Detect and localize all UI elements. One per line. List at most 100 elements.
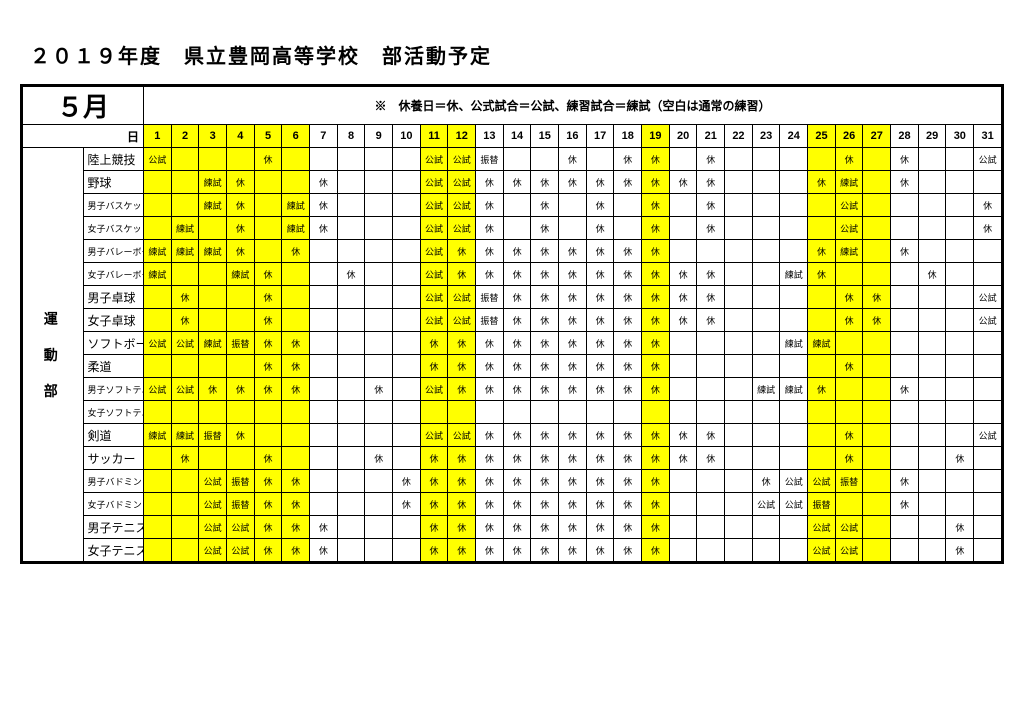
club-name: 男子ソフトテニス bbox=[83, 378, 144, 401]
schedule-cell: 公試 bbox=[448, 424, 476, 447]
schedule-cell: 休 bbox=[559, 332, 587, 355]
schedule-cell bbox=[337, 378, 365, 401]
schedule-cell: 休 bbox=[918, 263, 946, 286]
schedule-cell: 休 bbox=[531, 447, 559, 470]
schedule-cell bbox=[974, 332, 1002, 355]
schedule-cell bbox=[337, 401, 365, 424]
schedule-cell bbox=[199, 286, 227, 309]
schedule-cell: 練試 bbox=[227, 263, 255, 286]
schedule-cell bbox=[365, 148, 393, 171]
schedule-cell bbox=[752, 148, 780, 171]
schedule-cell bbox=[669, 355, 697, 378]
schedule-cell bbox=[144, 447, 172, 470]
schedule-cell: 休 bbox=[282, 539, 310, 562]
schedule-cell: 公試 bbox=[420, 217, 448, 240]
schedule-cell: 休 bbox=[393, 493, 421, 516]
schedule-cell bbox=[974, 240, 1002, 263]
schedule-cell bbox=[199, 217, 227, 240]
schedule-cell: 休 bbox=[614, 171, 642, 194]
day-header: 3 bbox=[199, 125, 227, 148]
schedule-cell: 休 bbox=[614, 470, 642, 493]
schedule-cell bbox=[974, 355, 1002, 378]
schedule-cell: 休 bbox=[586, 470, 614, 493]
schedule-cell: 公試 bbox=[144, 332, 172, 355]
schedule-cell bbox=[891, 332, 919, 355]
schedule-cell bbox=[144, 539, 172, 562]
schedule-cell: 休 bbox=[227, 171, 255, 194]
schedule-cell: 休 bbox=[171, 447, 199, 470]
schedule-cell bbox=[697, 355, 725, 378]
schedule-cell bbox=[337, 539, 365, 562]
schedule-cell bbox=[448, 401, 476, 424]
schedule-cell bbox=[393, 332, 421, 355]
schedule-cell: 休 bbox=[697, 286, 725, 309]
schedule-cell: 公試 bbox=[227, 516, 255, 539]
day-header: 20 bbox=[669, 125, 697, 148]
schedule-cell: 休 bbox=[531, 263, 559, 286]
schedule-cell bbox=[752, 194, 780, 217]
schedule-cell: 休 bbox=[808, 378, 836, 401]
schedule-cell bbox=[835, 401, 863, 424]
schedule-cell bbox=[310, 355, 338, 378]
schedule-cell: 休 bbox=[171, 309, 199, 332]
day-header: 6 bbox=[282, 125, 310, 148]
schedule-cell: 休 bbox=[420, 493, 448, 516]
schedule-cell bbox=[752, 171, 780, 194]
schedule-cell bbox=[780, 286, 808, 309]
schedule-cell: 休 bbox=[254, 378, 282, 401]
day-header: 18 bbox=[614, 125, 642, 148]
schedule-cell bbox=[337, 286, 365, 309]
schedule-cell: 休 bbox=[642, 263, 670, 286]
schedule-cell: 休 bbox=[476, 539, 504, 562]
schedule-cell bbox=[393, 516, 421, 539]
side-label: 運動部 bbox=[23, 148, 84, 562]
schedule-cell: 休 bbox=[586, 171, 614, 194]
schedule-cell: 休 bbox=[476, 493, 504, 516]
schedule-cell: 休 bbox=[531, 217, 559, 240]
schedule-cell bbox=[918, 332, 946, 355]
day-header: 17 bbox=[586, 125, 614, 148]
schedule-cell bbox=[697, 470, 725, 493]
schedule-cell bbox=[310, 378, 338, 401]
schedule-cell bbox=[337, 424, 365, 447]
schedule-cell bbox=[946, 401, 974, 424]
schedule-cell bbox=[227, 286, 255, 309]
schedule-cell: 休 bbox=[946, 447, 974, 470]
schedule-cell: 休 bbox=[835, 286, 863, 309]
club-name: 女子バスケットボール bbox=[83, 217, 144, 240]
schedule-cell bbox=[365, 539, 393, 562]
schedule-cell: 振替 bbox=[476, 309, 504, 332]
schedule-cell bbox=[171, 355, 199, 378]
schedule-cell: 休 bbox=[697, 263, 725, 286]
schedule-cell bbox=[420, 401, 448, 424]
schedule-cell: 休 bbox=[559, 493, 587, 516]
schedule-cell bbox=[863, 148, 891, 171]
schedule-cell: 休 bbox=[531, 378, 559, 401]
schedule-cell bbox=[891, 194, 919, 217]
schedule-cell bbox=[725, 493, 753, 516]
schedule-cell: 休 bbox=[503, 424, 531, 447]
club-name: 女子バレーボール bbox=[83, 263, 144, 286]
schedule-cell bbox=[254, 240, 282, 263]
day-header: 2 bbox=[171, 125, 199, 148]
schedule-cell bbox=[725, 263, 753, 286]
schedule-cell bbox=[863, 240, 891, 263]
schedule-cell: 休 bbox=[559, 309, 587, 332]
schedule-cell: 休 bbox=[863, 309, 891, 332]
schedule-cell: 休 bbox=[642, 240, 670, 263]
schedule-cell: 休 bbox=[559, 286, 587, 309]
schedule-cell bbox=[863, 424, 891, 447]
schedule-cell bbox=[891, 447, 919, 470]
schedule-cell: 休 bbox=[835, 424, 863, 447]
schedule-cell: 休 bbox=[503, 263, 531, 286]
schedule-cell bbox=[503, 401, 531, 424]
schedule-cell: 公試 bbox=[835, 217, 863, 240]
schedule-cell bbox=[808, 286, 836, 309]
schedule-cell: 休 bbox=[254, 148, 282, 171]
day-header: 16 bbox=[559, 125, 587, 148]
schedule-cell: 休 bbox=[586, 309, 614, 332]
schedule-cell: 休 bbox=[503, 286, 531, 309]
schedule-cell: 公試 bbox=[420, 424, 448, 447]
schedule-cell bbox=[365, 240, 393, 263]
schedule-cell bbox=[697, 332, 725, 355]
